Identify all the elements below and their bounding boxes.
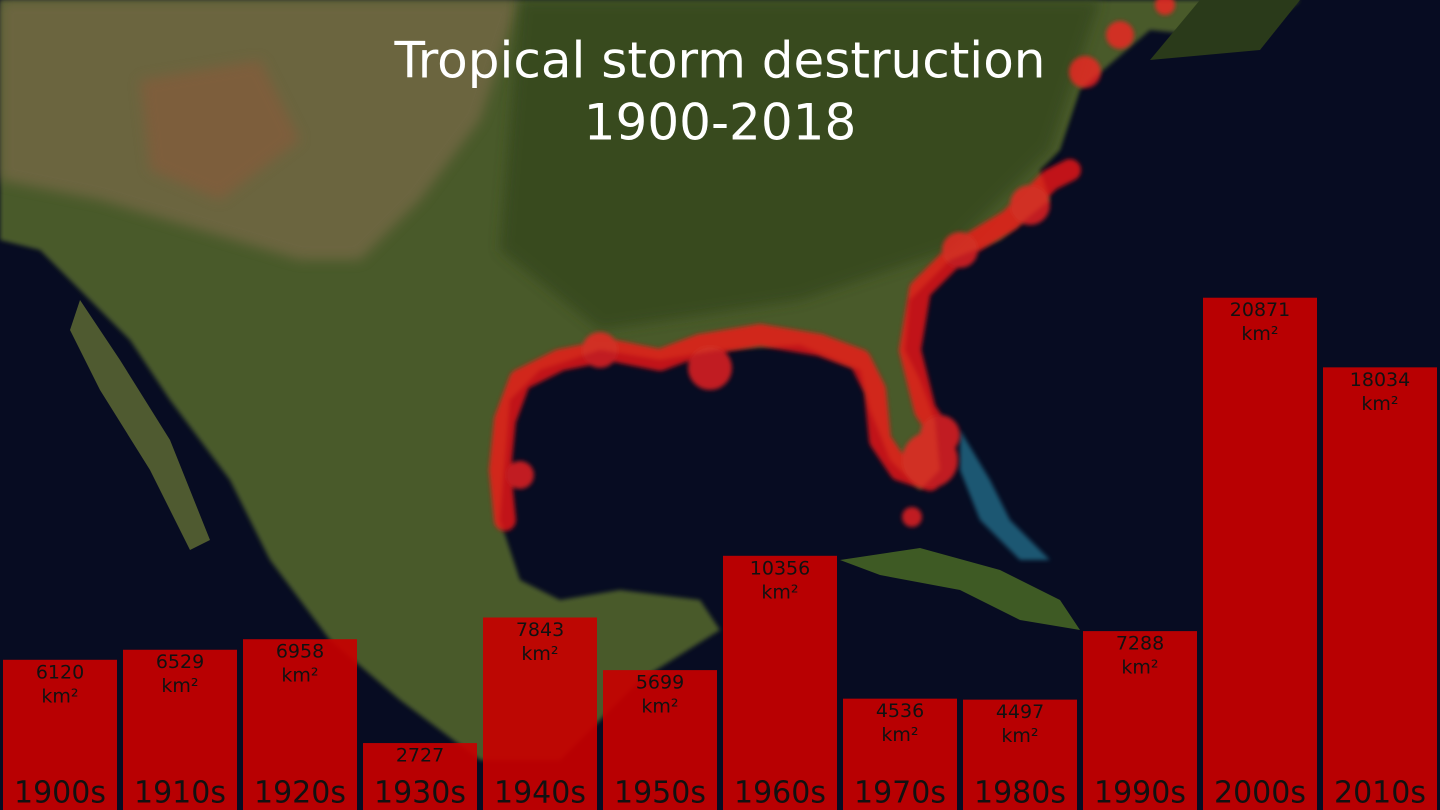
bar [1203, 297, 1317, 810]
x-tick-label: 2000s [1214, 776, 1306, 810]
value-unit: km² [641, 696, 678, 718]
value-label: 4536 [876, 700, 924, 722]
value-label: 6958 [276, 641, 324, 663]
x-tick-label: 1910s [134, 776, 226, 810]
bar [483, 617, 597, 810]
x-tick-label: 1960s [734, 776, 826, 810]
value-unit: km² [521, 643, 558, 665]
x-tick-label: 1950s [614, 776, 706, 810]
x-tick-label: 1900s [14, 776, 106, 810]
value-label: 20871 [1230, 299, 1290, 321]
bar [3, 659, 117, 810]
value-unit: km² [1001, 725, 1038, 747]
chart-subtitle: 1900-2018 [584, 94, 857, 152]
bar [603, 670, 717, 810]
x-tick-label: 1920s [254, 776, 346, 810]
chart-title: Tropical storm destruction [394, 32, 1046, 90]
value-label: 7843 [516, 619, 564, 641]
value-label: 6529 [156, 651, 204, 673]
value-unit: km² [1361, 393, 1398, 415]
value-label: 5699 [636, 672, 684, 694]
value-unit: km² [161, 675, 198, 697]
x-tick-label: 1930s [374, 776, 466, 810]
bar [363, 743, 477, 810]
x-tick-label: 2010s [1334, 776, 1426, 810]
value-unit: km² [41, 685, 78, 707]
value-label: 7288 [1116, 633, 1164, 655]
bar [1323, 367, 1437, 810]
value-label: 4497 [996, 701, 1044, 723]
x-tick-label: 1970s [854, 776, 946, 810]
value-unit: km² [761, 581, 798, 603]
bar [123, 649, 237, 810]
value-label: 6120 [36, 661, 84, 683]
value-label: 2727 [396, 745, 444, 767]
x-tick-label: 1980s [974, 776, 1066, 810]
value-unit: km² [881, 724, 918, 746]
bar [1083, 631, 1197, 810]
bar [843, 698, 957, 810]
value-unit: km² [1241, 323, 1278, 345]
storm-tracks [489, 0, 1175, 531]
bar [723, 555, 837, 810]
bar [963, 699, 1077, 810]
x-tick-label: 1940s [494, 776, 586, 810]
value-label: 18034 [1350, 369, 1410, 391]
value-unit: km² [1121, 657, 1158, 679]
bar [243, 639, 357, 810]
value-unit: km² [281, 665, 318, 687]
x-tick-label: 1990s [1094, 776, 1186, 810]
value-label: 10356 [750, 557, 810, 579]
